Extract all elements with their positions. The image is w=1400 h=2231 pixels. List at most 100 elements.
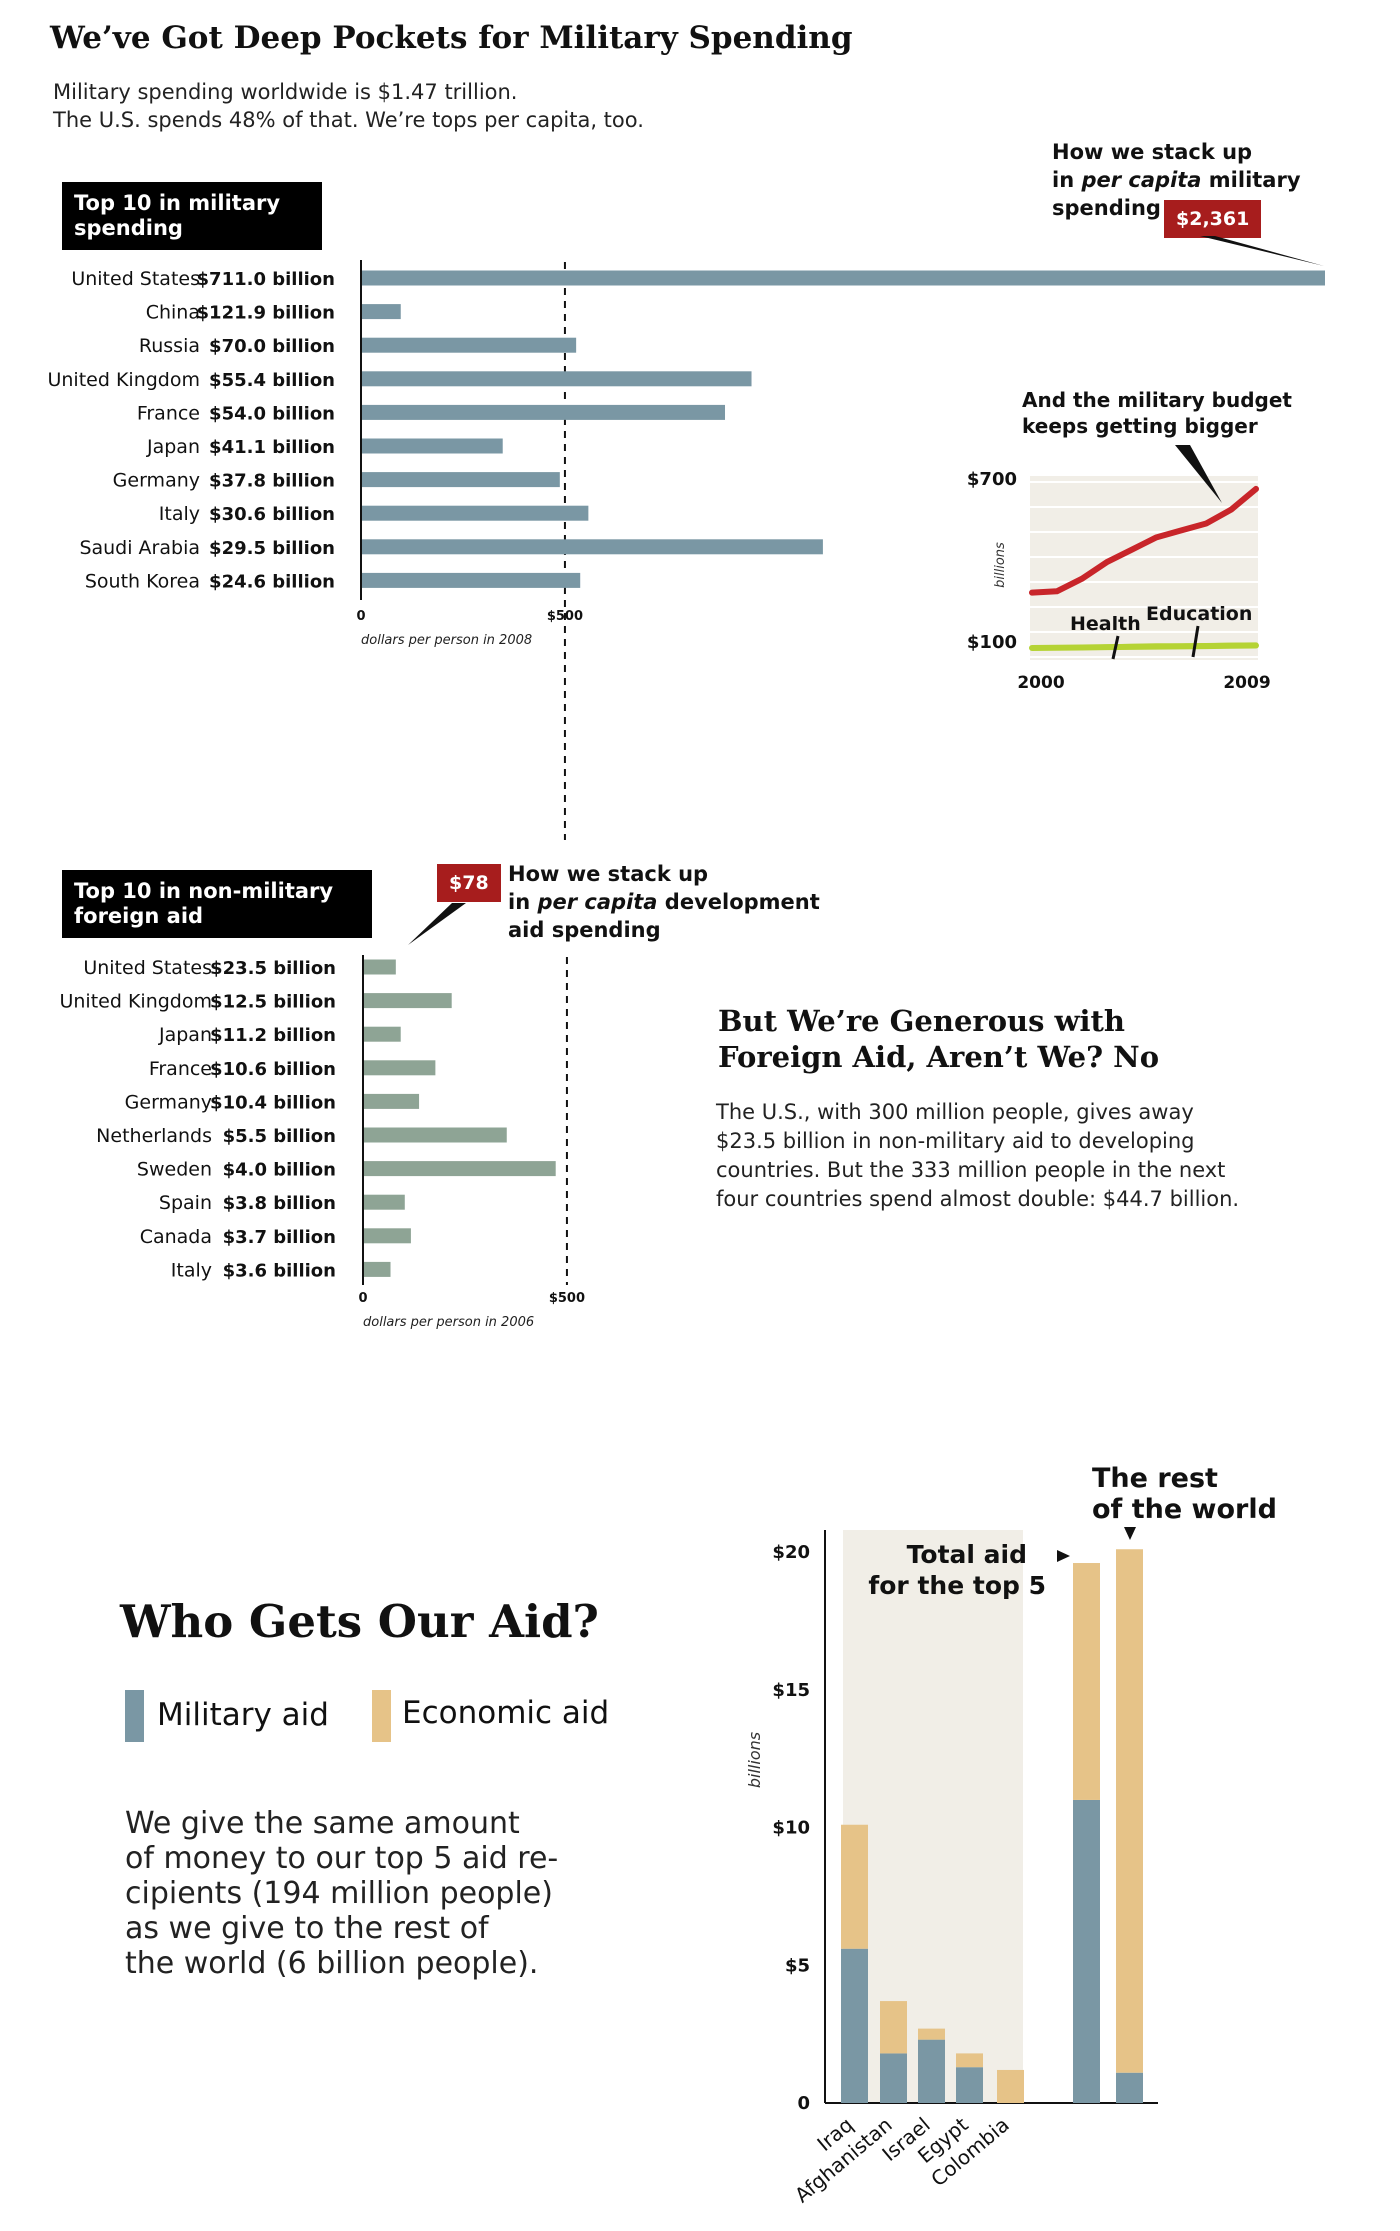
aid-value-label: $12.5 billion [210, 992, 336, 1013]
rest-arrow [1124, 1527, 1136, 1540]
military-callout-post: military [1201, 168, 1301, 192]
military-value-label: $30.6 billion [209, 504, 335, 525]
who-body-line-3: cipients (194 million people) [125, 1876, 553, 1911]
aid-value-label: $10.6 billion [210, 1059, 336, 1080]
page-title: We’ve Got Deep Pockets for Military Spen… [50, 20, 853, 56]
aid-callout-line-2: in per capita development [508, 888, 820, 916]
aid-country-label: Sweden [137, 1159, 212, 1181]
aid-value-label: $3.7 billion [223, 1227, 336, 1248]
aid-bar [364, 993, 452, 1009]
rest-annotation-line-1: The rest [1092, 1463, 1218, 1494]
military-bar [362, 472, 560, 488]
military-country-label: United States [71, 268, 200, 290]
aid-bar [364, 1093, 420, 1109]
military-bar [362, 337, 577, 353]
budget-y-tick-label: $100 [967, 632, 1017, 653]
legend-economic-label: Economic aid [402, 1695, 610, 1731]
military-country-label: Germany [113, 470, 200, 492]
aid-bar [364, 1060, 436, 1076]
budget-title-pointer [1175, 445, 1222, 503]
military-country-label: United Kingdom [47, 369, 200, 391]
aid-country-label: Germany [125, 1091, 212, 1113]
military-value-label: $41.1 billion [209, 437, 335, 458]
budget-chart-title-line-2: keeps getting bigger [1022, 414, 1258, 438]
education-line-label: Education [1146, 603, 1252, 625]
aid-callout-pre: in [508, 890, 538, 914]
top5-annotation-line-1: Total aid [907, 1540, 1027, 1569]
education-line [1030, 642, 1258, 650]
aid-bar [364, 959, 396, 975]
aid-value-label: $3.8 billion [223, 1193, 336, 1214]
military-x-tick-label: $500 [547, 609, 583, 624]
military-aid-segment [880, 2053, 907, 2103]
aid-y-axis-label: billions [745, 1732, 764, 1788]
budget-y-axis-label: billions [993, 542, 1008, 588]
aid-country-label: Italy [171, 1259, 212, 1281]
aid-value-label: $10.4 billion [210, 1092, 336, 1113]
generous-title-line-2: Foreign Aid, Aren’t We? No [718, 1040, 1160, 1074]
aid-y-tick-label: $20 [772, 1542, 810, 1563]
subtitle-line-1: Military spending worldwide is $1.47 tri… [53, 80, 518, 104]
aid-bar [364, 1261, 391, 1277]
military-x-tick-label: 0 [356, 609, 365, 624]
military-value-label: $24.6 billion [209, 571, 335, 592]
aid-country-label: Spain [159, 1192, 212, 1214]
military-country-label: South Korea [85, 570, 200, 592]
aid-callout-pointer [408, 903, 466, 945]
budget-y-tick-label: $700 [967, 469, 1017, 490]
economic-aid-segment [841, 1824, 868, 1949]
us-military-per-capita-badge: $2,361 [1164, 200, 1262, 238]
generous-body-line-4: four countries spend almost double: $44.… [716, 1187, 1240, 1211]
aid-value-label: $3.6 billion [223, 1260, 336, 1281]
economic-aid-segment [880, 2001, 907, 2054]
military-bar [362, 438, 503, 454]
aid-y-tick-label: $5 [785, 1955, 810, 1976]
who-body-line-5: the world (6 billion people). [125, 1946, 539, 1981]
aid-country-label: United States [83, 957, 212, 979]
education-label-pointer [1191, 625, 1200, 658]
military-label-line-2: spending [74, 216, 183, 240]
generous-body-line-1: The U.S., with 300 million people, gives… [716, 1100, 1194, 1124]
generous-title-line-1: But We’re Generous with [718, 1004, 1126, 1038]
military-aid-segment [841, 1948, 868, 2103]
military-label-line-1: Top 10 in military [74, 191, 281, 215]
aid-bar [364, 1026, 401, 1042]
who-body-line-2: of money to our top 5 aid re- [125, 1841, 559, 1876]
economic-aid-segment [956, 2053, 983, 2068]
military-value-label: $121.9 billion [197, 303, 335, 324]
budget-x-tick-label: 2000 [1017, 673, 1064, 693]
military-aid-segment [1116, 2072, 1143, 2103]
aid-section-label: Top 10 in non-military foreign aid [62, 870, 372, 938]
aid-country-label: Japan [158, 1024, 212, 1046]
aid-y-tick-label: $15 [772, 1680, 810, 1701]
military-bar [362, 304, 401, 320]
economic-aid-segment [1116, 1549, 1143, 2073]
military-bar [362, 505, 589, 521]
who-body-line-1: We give the same amount [125, 1806, 520, 1841]
aid-bar [364, 1194, 405, 1210]
subtitle-line-2: The U.S. spends 48% of that. We’re tops … [53, 108, 644, 132]
aid-callout: How we stack up in per capita developmen… [508, 860, 820, 944]
legend-military-swatch [125, 1690, 144, 1742]
generous-body-line-3: countries. But the 333 million people in… [716, 1158, 1226, 1182]
military-country-label: Russia [139, 335, 200, 357]
military-bar [362, 371, 752, 387]
top5-arrow [1057, 1550, 1070, 1562]
military-budget-line [1029, 485, 1259, 596]
military-bar [362, 572, 581, 588]
health-line-label: Health [1070, 613, 1141, 635]
military-section-label: Top 10 in military spending [62, 182, 322, 250]
military-country-label: Italy [159, 503, 200, 525]
aid-y-tick-label: 0 [797, 2093, 810, 2114]
generous-title: But We’re Generous with Foreign Aid, Are… [718, 1003, 1159, 1075]
aid-x-tick-label: 0 [358, 1291, 367, 1306]
who-title: Who Gets Our Aid? [120, 1595, 599, 1648]
aid-callout-em: per capita [537, 890, 658, 914]
military-callout-pointer [1200, 236, 1324, 266]
military-country-label: Japan [146, 436, 200, 458]
military-country-label: China [146, 302, 200, 324]
aid-x-axis-label: dollars per person in 2006 [363, 1315, 534, 1330]
aid-label-line-2: foreign aid [74, 904, 204, 928]
aid-country-label: United Kingdom [59, 991, 212, 1013]
